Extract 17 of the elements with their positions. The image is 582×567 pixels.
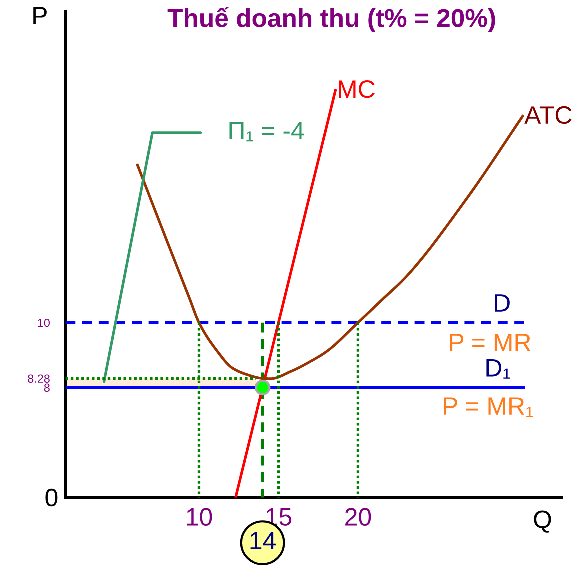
y-tick-label: 10 (38, 318, 50, 328)
annotation: Π₁ = -4 (230, 122, 304, 142)
series-label: MC (339, 80, 375, 98)
chart-title: Thuế doanh thu (t% = 20%) (168, 7, 496, 33)
x-tick-label: 10 (187, 508, 212, 526)
annotation: P = MR (450, 334, 531, 352)
annotation: P = MR₁ (444, 398, 534, 418)
x-tick-label: 20 (346, 508, 372, 526)
series-label: D (495, 294, 510, 312)
text: 0 (46, 488, 58, 507)
series-label: ATC (524, 106, 572, 124)
x-axis-title: Q (534, 510, 552, 533)
y-axis-title: P (34, 7, 47, 24)
text: 14 (250, 532, 276, 550)
series-label: D₁ (486, 359, 510, 379)
y-tick-label: 8 (44, 384, 50, 392)
y-tick-label: 8.28 (28, 374, 50, 383)
